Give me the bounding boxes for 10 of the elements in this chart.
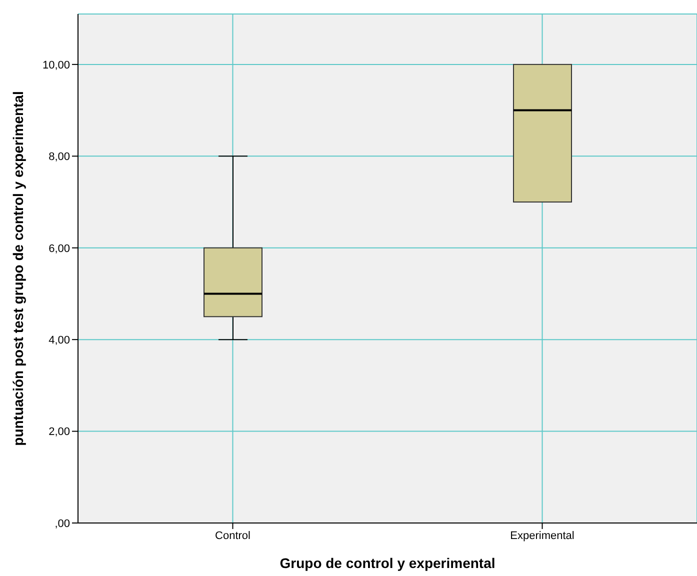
y-tick-label: 10,00 xyxy=(42,59,70,72)
x-axis-title: Grupo de control y experimental xyxy=(280,555,496,571)
y-tick-label: 4,00 xyxy=(48,334,70,346)
y-tick-label: 6,00 xyxy=(48,242,70,255)
y-axis-title: puntuación post test grupo de control y experimental xyxy=(10,91,26,446)
x-tick-label: Experimental xyxy=(510,530,574,542)
y-tick-label: 8,00 xyxy=(48,151,70,164)
x-tick-label: Control xyxy=(215,530,250,542)
y-tick-label: ,00 xyxy=(54,518,70,530)
y-tick-label: 2,00 xyxy=(48,426,70,438)
